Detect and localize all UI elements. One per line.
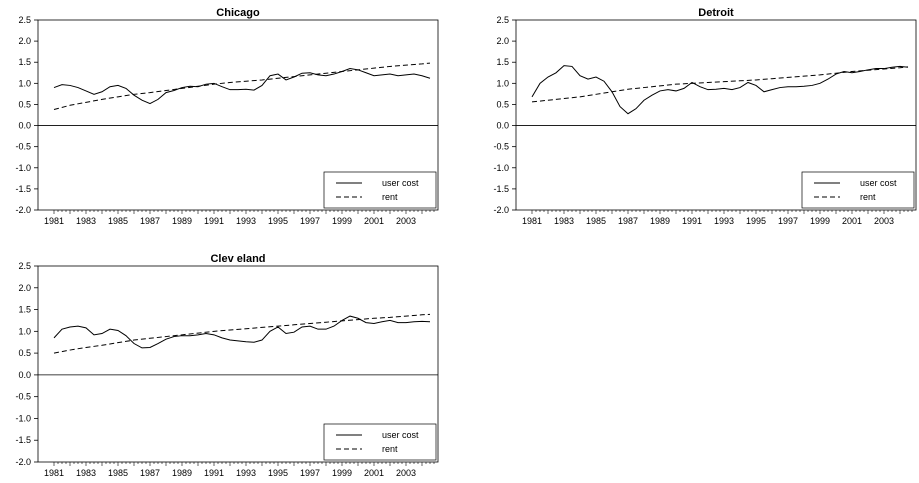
x-tick-label: 1983 (76, 468, 96, 478)
x-tick-label: 1991 (204, 468, 224, 478)
y-tick-label: -1.5 (15, 435, 31, 445)
legend-box (323, 171, 437, 209)
legend-label-rent: rent (860, 192, 876, 202)
y-tick-label: 1.5 (18, 57, 31, 67)
y-tick-label: -2.0 (15, 205, 31, 215)
x-tick-label: 1981 (44, 216, 64, 226)
series-line-rent (531, 66, 909, 103)
x-tick-label: 1987 (140, 468, 160, 478)
x-tick-label: 1991 (682, 216, 702, 226)
x-tick-label: 1989 (650, 216, 670, 226)
y-tick-label: -0.5 (493, 142, 509, 152)
legend-label-user-cost: user cost (860, 178, 897, 188)
x-tick-label: 2003 (396, 468, 416, 478)
y-tick-label: -1.0 (15, 413, 31, 423)
y-tick-label: 0.5 (18, 348, 31, 358)
y-tick-label: -0.5 (15, 392, 31, 402)
x-tick-label: 1993 (236, 216, 256, 226)
y-tick-label: -1.0 (493, 163, 509, 173)
series-line-rent (53, 62, 431, 110)
y-tick-label: -1.5 (493, 184, 509, 194)
legend: user cost rent (323, 423, 437, 461)
series-line-user-cost (53, 315, 431, 349)
x-tick-label: 1985 (108, 468, 128, 478)
x-tick-label: 1995 (268, 468, 288, 478)
legend-label-user-cost: user cost (382, 430, 419, 440)
y-tick-label: -0.5 (15, 142, 31, 152)
x-tick-label: 2001 (364, 216, 384, 226)
x-tick-label: 1999 (810, 216, 830, 226)
y-tick-label: -2.0 (15, 457, 31, 467)
y-tick-label: 1.5 (18, 305, 31, 315)
chart-clev-eland: Clev eland 2.5 2.0 1.5 1.0 0.5 0.0 -0.5 -1.0 -1.5… (15, 253, 439, 478)
x-tick-label: 2001 (842, 216, 862, 226)
x-tick-label: 1999 (332, 216, 352, 226)
chart-chicago: Chicago 2.5 2.0 1.5 1.0 0.5 0.0 -0.5 -1.0 -1.5 -2.… (15, 7, 439, 226)
y-tick-label: 0.5 (496, 99, 509, 109)
y-tick-label: 1.5 (496, 57, 509, 67)
y-tick-label: -2.0 (493, 205, 509, 215)
x-tick-label: 1991 (204, 216, 224, 226)
y-tick-label: 0.0 (496, 121, 509, 131)
legend-box (323, 423, 437, 461)
chart-title: Detroit (698, 7, 734, 19)
x-tick-label: 1983 (554, 216, 574, 226)
x-tick-label: 2001 (364, 468, 384, 478)
y-tick-label: 2.5 (18, 15, 31, 25)
x-tick-label: 1987 (140, 216, 160, 226)
legend: user cost rent (323, 171, 437, 209)
series-line-user-cost (531, 65, 909, 115)
x-tick-label: 1993 (714, 216, 734, 226)
y-tick-label: 2.5 (496, 15, 509, 25)
y-tick-label: 0.0 (18, 370, 31, 380)
chart-title: Clev eland (210, 253, 265, 265)
x-tick-label: 1987 (618, 216, 638, 226)
x-tick-label: 1995 (268, 216, 288, 226)
chart-title: Chicago (216, 7, 260, 19)
x-tick-label: 1999 (332, 468, 352, 478)
y-tick-label: 2.5 (18, 261, 31, 271)
x-tick-label: 1997 (300, 216, 320, 226)
x-tick-label: 1985 (108, 216, 128, 226)
y-tick-label: -1.0 (15, 163, 31, 173)
x-tick-label: 2003 (396, 216, 416, 226)
y-tick-label: 1.0 (18, 78, 31, 88)
x-tick-label: 1989 (172, 468, 192, 478)
y-tick-label: 1.0 (18, 326, 31, 336)
y-tick-label: 1.0 (496, 78, 509, 88)
y-tick-label: 2.0 (18, 283, 31, 293)
y-tick-label: 0.5 (18, 99, 31, 109)
legend-label-rent: rent (382, 192, 398, 202)
x-tick-label: 1983 (76, 216, 96, 226)
y-tick-label: -1.5 (15, 184, 31, 194)
x-tick-label: 1981 (44, 468, 64, 478)
x-tick-label: 1985 (586, 216, 606, 226)
x-tick-label: 2003 (874, 216, 894, 226)
legend: user cost rent (801, 171, 915, 209)
series-line-rent (53, 313, 431, 354)
y-tick-label: 2.0 (496, 36, 509, 46)
y-tick-label: 2.0 (18, 36, 31, 46)
x-tick-label: 1997 (300, 468, 320, 478)
y-tick-label: 0.0 (18, 121, 31, 131)
series-line-user-cost (53, 68, 431, 105)
legend-label-user-cost: user cost (382, 178, 419, 188)
x-tick-label: 1995 (746, 216, 766, 226)
x-tick-label: 1981 (522, 216, 542, 226)
x-tick-label: 1997 (778, 216, 798, 226)
legend-box (801, 171, 915, 209)
x-tick-label: 1989 (172, 216, 192, 226)
legend-label-rent: rent (382, 444, 398, 454)
x-tick-label: 1993 (236, 468, 256, 478)
chart-detroit: Detroit 2.5 2.0 1.5 1.0 0.5 0.0 -0.5 -1.0 -1.5 -2.… (493, 7, 917, 226)
